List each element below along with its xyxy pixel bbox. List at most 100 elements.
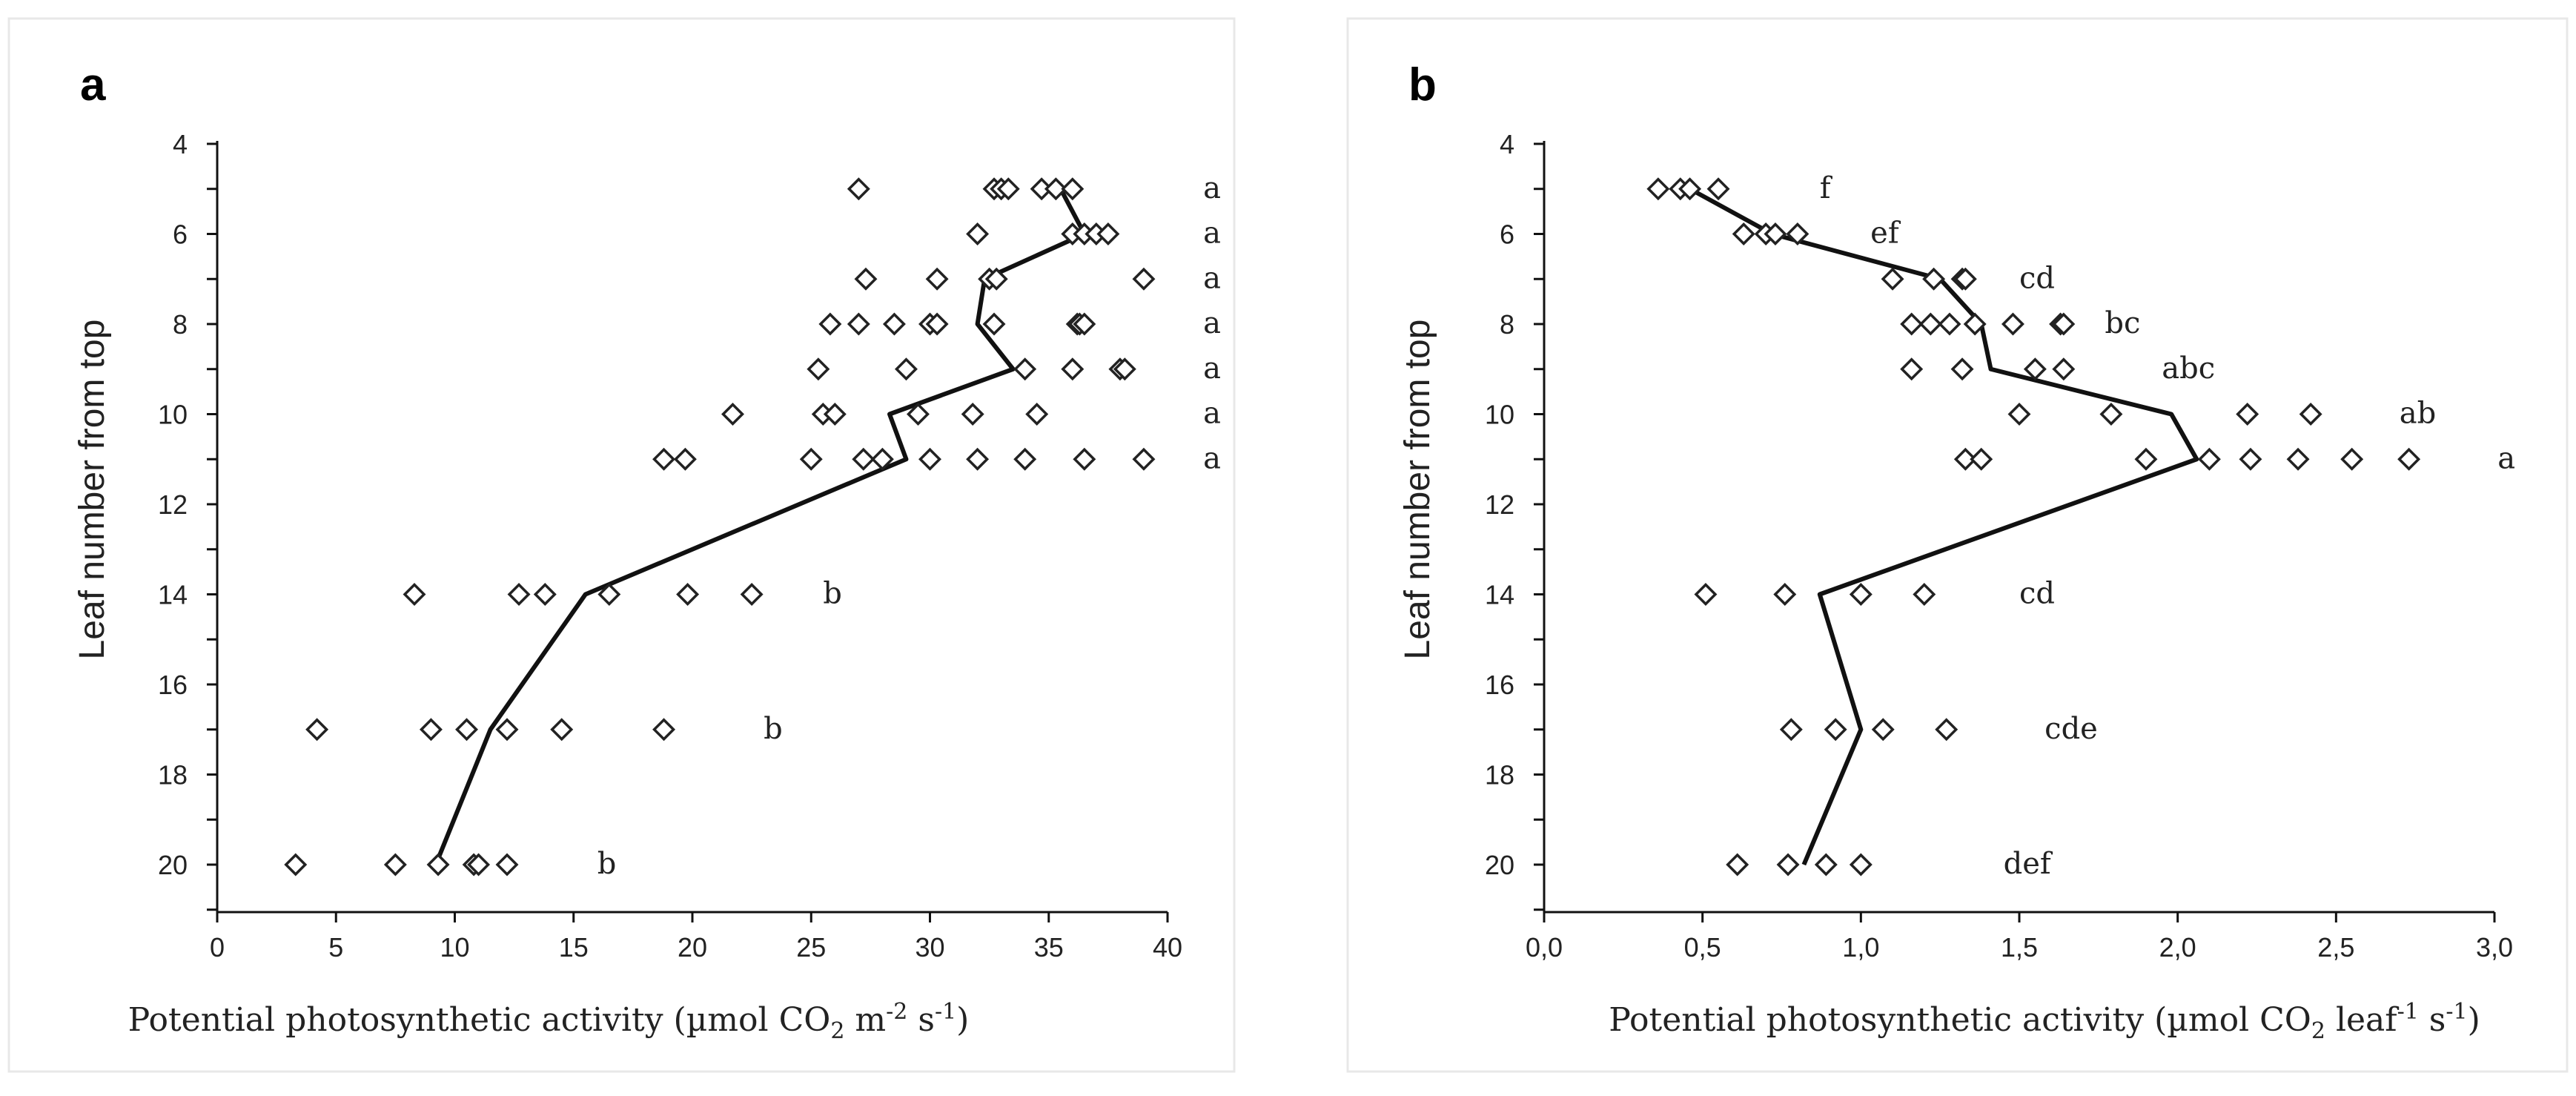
panel-a-data-point [455,718,478,742]
panel-b-significance-label: a [2497,441,2515,475]
panel-b-data-point [2134,447,2158,471]
panel-b-xlabel-part-2: leaf [2325,1001,2399,1039]
panel-a-x-tick-label: 5 [328,932,343,963]
panel-b-y-axis-title: Leaf number from top [1398,320,1437,660]
panel-b-data-point [1871,718,1895,742]
panel-b-x-tick-label: 3,0 [2476,932,2513,963]
panel-b-y-tick-label: 12 [1485,489,1514,520]
panel-a-data-point [1096,222,1120,245]
panel-b-significance-label: ab [2400,397,2436,431]
panel-a-significance-label: b [597,847,617,881]
panel-b-data-point [1970,447,1993,471]
panel-a-data-point [961,403,984,426]
panel-b-data-point [1773,583,1797,606]
panel-b-data-point [2397,447,2421,471]
panel-b-significance-label: bc [2105,306,2140,340]
panel-a-significance-label: b [764,712,783,746]
panel-a-data-point [467,853,491,877]
panel-a-y-tick-label: 6 [173,219,188,250]
panel-a-y-tick-label: 18 [158,760,188,790]
panel-a-significance-label: a [1203,217,1221,251]
panel-a-data-point [1073,312,1096,336]
panel-a-y-tick-label: 10 [158,400,188,430]
panel-b-y-tick-label: 20 [1485,850,1514,880]
panel-b-data-point [1913,583,1936,606]
panel-a-data-point [305,718,329,742]
panel-a-data-point [284,853,308,877]
panel-a-x-tick-label: 25 [796,932,826,963]
panel-a-significance-label: a [1203,397,1221,431]
panel-b-significance-label: abc [2162,351,2215,386]
panel-a-significance-label: a [1203,351,1221,386]
panel-a-data-point [1132,447,1156,471]
panel-b-data-point [1849,583,1873,606]
panel-a-data-point [925,312,949,336]
panel-b-y-tick-label: 8 [1500,309,1514,340]
panel-b-significance-label: f [1820,171,1833,205]
panel-a-data-point [823,403,847,426]
panel-a-data-point [925,267,949,291]
panel-a-data-point [1073,447,1096,471]
panel-b-xlabel-part-1: 2 [2311,1018,2325,1044]
panel-b-data-point [2099,403,2123,426]
panel-b-y-tick-label: 10 [1485,400,1514,430]
panel-a-data-point [533,583,557,606]
panel-a-xlabel-part-0: Potential photosynthetic activity (µmol … [128,1001,831,1039]
panel-a-xlabel-part-1: 2 [830,1018,844,1044]
panel-b-data-point [2001,312,2024,336]
panel-b-data-point [1726,853,1749,877]
panel-a-xlabel-part-2: m [844,1001,886,1039]
panel-b-data-point [2239,447,2262,471]
panel-a-data-point [870,447,894,471]
panel-b-data-point [1646,177,1670,201]
panel-a-xlabel-part-6: ) [956,1001,969,1039]
panel-b-plot: 4 6 8 10 12 14 16 18 20 0,0 0,5 1,0 1,5 2,0 2,5 3,0 f ef c… [1485,129,2515,963]
panel-b: b 4 6 8 10 12 14 16 18 20 0,0 0,5 1,0 1,5 2,0 2,5 3,0 f e… [1346,17,2569,1073]
panel-b-data-point [2286,447,2310,471]
panel-a-x-tick-label: 20 [678,932,707,963]
panel-b-data-point [1706,177,1730,201]
panel-b-data-point [2007,403,2031,426]
panel-b-y-tick-label: 18 [1485,760,1514,790]
panel-b-x-tick-label: 2,0 [2159,932,2196,963]
panel-b-significance-label: cd [2019,577,2055,611]
panel-b-mean-line [1689,187,2199,866]
panel-a-xlabel-part-3: -2 [886,999,907,1025]
panel-a-xlabel-part-4: s [907,1001,935,1039]
panel-b-x-tick-label: 1,0 [1842,932,1879,963]
panel-a-significance-label: b [823,577,842,611]
panel-a-mean-line [434,188,1087,866]
panel-a-y-tick-label: 12 [158,489,188,520]
panel-b-x-axis-title: Potential photosynthetic activity (µmol … [1609,999,2480,1044]
panel-a-y-tick-label: 20 [158,850,188,880]
panel-a-data-point [847,177,870,201]
panel-b-y-tick-label: 14 [1485,580,1514,610]
panel-b-data-point [1900,312,1924,336]
panel-b-data-point [2052,357,2076,381]
panel-a-xlabel-part-5: -1 [935,999,956,1025]
panel-a-data-point [1132,267,1156,291]
panel-b-y-tick-label: 6 [1500,219,1514,250]
panel-b-x-tick-label: 0,0 [1526,932,1563,963]
panel-a-data-point [419,718,443,742]
panel-a-data-point [507,583,531,606]
panel-a-x-tick-label: 35 [1034,932,1064,963]
panel-b-data-point [1881,267,1904,291]
panel-a-data-point [740,583,764,606]
panel-b-xlabel-part-0: Potential photosynthetic activity (µmol … [1609,1001,2311,1039]
panel-b-significance-label: def [2004,847,2053,881]
panel-a-data-point [673,447,697,471]
panel-a-significance-label: a [1203,306,1221,340]
panel-b-border [1346,17,2569,1073]
panel-a-data-point [852,447,875,471]
panel-a-data-point [597,583,621,606]
panel-b-data-point [2023,357,2047,381]
panel-b-xlabel-part-6: ) [2468,1001,2480,1039]
panel-a-data-point [426,853,450,877]
panel-a-x-axis-title: Potential photosynthetic activity (µmol … [128,999,970,1044]
panel-a-data-point [854,267,878,291]
panel-b-x-tick-label: 1,5 [2001,932,2038,963]
panel-b-significance-label: cd [2019,261,2055,295]
